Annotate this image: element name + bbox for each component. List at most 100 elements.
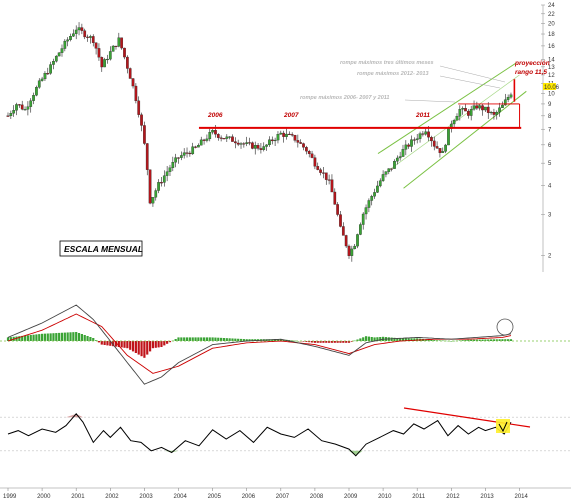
candle-body (432, 140, 436, 147)
macd-histogram-bar (154, 341, 157, 348)
candle-body (393, 161, 396, 169)
macd-histogram-bar (220, 337, 223, 341)
candle-body (373, 192, 376, 197)
candle-body (279, 132, 283, 135)
annotation-pointer-1 (439, 65, 506, 83)
candle-body (256, 145, 260, 149)
candle-body (378, 180, 382, 187)
macd-histogram-bar (100, 341, 103, 345)
candle-body (26, 106, 30, 110)
price-y-tick-label: 8 (548, 114, 552, 120)
macd-histogram-bar (9, 337, 12, 341)
macd-histogram-bar (23, 335, 27, 341)
candle-body (182, 152, 186, 156)
candle-body (239, 143, 243, 145)
price-y-tick-label: 12 (548, 73, 555, 79)
candle-body (489, 112, 493, 114)
candle-body (52, 61, 55, 65)
candle-body (23, 109, 27, 111)
macd-histogram-bar (202, 337, 206, 341)
candle-body (114, 45, 118, 47)
candle-body (492, 112, 496, 115)
macd-histogram-bar (52, 333, 55, 341)
macd-histogram-bar (322, 341, 325, 343)
macd-histogram-bar (430, 339, 433, 341)
macd-histogram-bar (234, 338, 237, 341)
candle-body (418, 133, 422, 139)
candle-body (333, 191, 337, 205)
candle-body (154, 190, 158, 198)
price-y-tick-label: 9 (548, 102, 552, 108)
candle-body (103, 59, 106, 68)
price-y-tick-label: 5 (548, 161, 552, 167)
candle-body (506, 97, 510, 100)
candle-body (381, 174, 385, 181)
candle-body (398, 156, 402, 159)
macd-histogram-bar (350, 341, 353, 342)
macd-histogram-bar (200, 337, 203, 341)
candle-body (364, 207, 368, 215)
candle-body (145, 143, 149, 170)
x-tick-label: 2000 (37, 494, 51, 500)
last-price-label: 10.06 (544, 85, 560, 91)
candle-body (290, 134, 294, 136)
candle-body (80, 27, 84, 31)
macd-histogram-bar (501, 339, 504, 341)
candle-body (307, 150, 311, 154)
macd-histogram-bar (191, 337, 194, 341)
candle-body (469, 109, 473, 116)
x-axis: 1999 2000 2001 2002 2003 2004 2005 2006 2007 2008… (0, 487, 571, 500)
macd-histogram-bar (399, 338, 402, 341)
price-y-tick-label: 14 (548, 57, 555, 63)
candle-body (404, 144, 408, 150)
macd-histogram-bar (237, 338, 240, 341)
candle-body (347, 245, 351, 256)
candle-body (361, 213, 365, 225)
candle-body (248, 142, 251, 144)
price-panel: 2345678910111213141618202224 2006 2007 2… (6, 3, 560, 272)
candle-body (46, 73, 50, 75)
macd-panel (0, 304, 571, 385)
macd-histogram-bar (163, 341, 166, 346)
macd-histogram-bar (168, 341, 172, 343)
candle-body (57, 52, 61, 57)
macd-histogram-bar (194, 337, 197, 341)
candle-body (199, 139, 203, 146)
macd-histogram-bar (89, 337, 92, 341)
x-tick-label: 2005 (208, 494, 222, 500)
macd-histogram-bar (339, 341, 342, 343)
candle-body (302, 143, 305, 148)
candle-body (475, 105, 479, 109)
x-tick-label: 2007 (276, 494, 290, 500)
macd-histogram-bar (330, 341, 334, 343)
macd-histogram-bar (319, 341, 322, 343)
candle-body (395, 157, 399, 162)
candle-body (205, 138, 209, 141)
macd-histogram-bar (129, 341, 132, 350)
x-tick-label: 2004 (174, 494, 188, 500)
macd-histogram-bar (103, 341, 106, 345)
candle-body (6, 115, 10, 117)
candle-body (503, 99, 507, 106)
candle-body (54, 55, 58, 62)
macd-histogram-bar (75, 332, 78, 341)
candle-body (401, 149, 405, 157)
candle-body (29, 100, 33, 107)
macd-histogram-bar (504, 339, 507, 341)
macd-histogram-bar (69, 332, 72, 341)
macd-histogram-bar (481, 339, 484, 341)
price-y-tick-label: 2 (548, 254, 552, 260)
macd-histogram-bar (148, 341, 152, 352)
candle-body (330, 179, 334, 193)
candle-body (344, 235, 348, 247)
candle-body (387, 168, 391, 172)
price-y-tick-label: 22 (548, 12, 555, 18)
candle-body (74, 29, 78, 34)
macd-histogram-bar (453, 340, 456, 342)
candle-body (69, 36, 72, 40)
price-y-tick-label: 10 (548, 91, 555, 97)
macd-histogram-bar (472, 339, 476, 341)
macd-histogram-bar (413, 338, 416, 341)
macd-histogram-bar (41, 333, 44, 341)
price-y-tick-label: 24 (548, 3, 555, 9)
